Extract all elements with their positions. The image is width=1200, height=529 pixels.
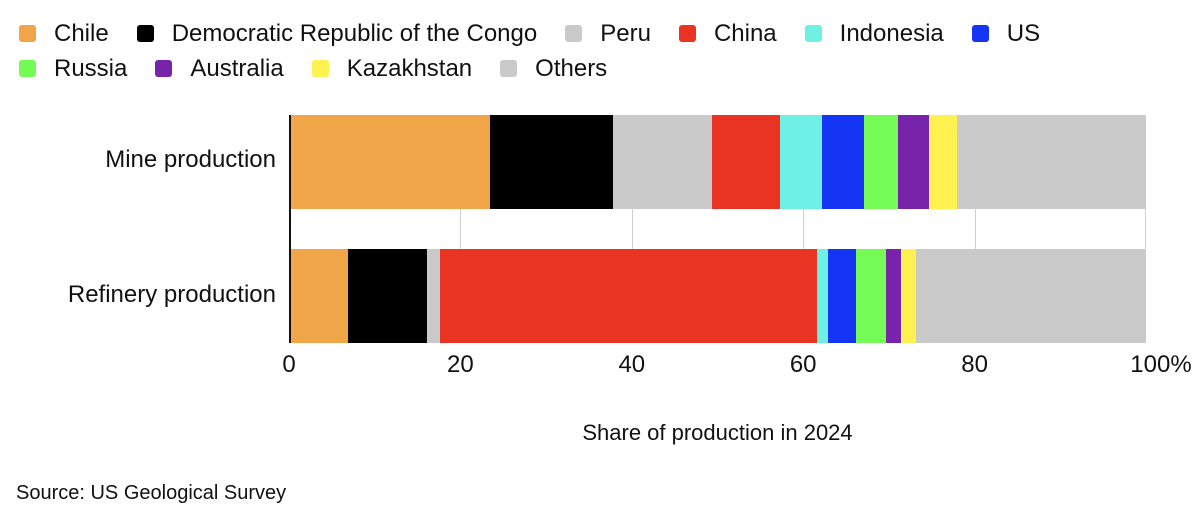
bar-segment	[822, 115, 864, 209]
bar-mine-production	[289, 115, 1146, 209]
legend-label: Russia	[54, 54, 128, 82]
bar-segment	[856, 249, 887, 343]
legend-swatch-icon	[565, 25, 583, 42]
x-tick-label: 100%	[1130, 351, 1192, 378]
x-tick-label: 60	[789, 351, 817, 378]
gridline	[974, 209, 976, 249]
legend-label: Peru	[600, 19, 651, 47]
legend-swatch-icon	[19, 60, 36, 77]
legend-swatch-icon	[155, 60, 173, 77]
bar-refinery-production	[289, 249, 1146, 343]
bar-segment	[612, 115, 713, 209]
legend-swatch-icon	[678, 25, 696, 42]
legend-swatch-icon	[971, 25, 989, 42]
gridline	[631, 209, 633, 249]
legend-label: Australia	[190, 54, 284, 82]
legend-item: Kazakhstan	[311, 54, 473, 83]
bar-segment	[864, 115, 899, 209]
bar-segment	[886, 249, 901, 343]
x-tick-label: 40	[618, 351, 646, 378]
legend-item: China	[678, 19, 777, 48]
x-tick-label: 80	[961, 351, 988, 378]
gridline	[1145, 209, 1146, 249]
legend-swatch-icon	[19, 25, 36, 42]
legend-item: Others	[500, 55, 607, 83]
bar-segment	[489, 115, 613, 209]
legend-item: Australia	[155, 54, 284, 83]
gridline	[803, 209, 805, 249]
legend-label: China	[713, 19, 777, 47]
legend-row: Chile Democratic Republic of the Congo Per…	[19, 16, 1189, 51]
bar-segment	[900, 249, 917, 343]
bar-segment	[780, 115, 823, 209]
bar-segment	[957, 115, 1146, 209]
bar-segment	[929, 115, 958, 209]
y-axis-line	[289, 115, 291, 343]
source-note: Source: US Geological Survey	[16, 482, 287, 504]
bar-segment	[348, 249, 427, 343]
bar-segment	[426, 249, 440, 343]
bar-segment	[816, 249, 829, 343]
x-axis-title: Share of production in 2024	[582, 420, 853, 445]
bar-segment	[712, 115, 781, 209]
legend-label: Indonesia	[839, 19, 944, 47]
legend-item: Russia	[19, 55, 127, 83]
legend-swatch-icon	[500, 60, 518, 77]
bar-segment	[916, 249, 1146, 343]
legend-label: US	[1006, 19, 1041, 47]
legend-label: Kazakhstan	[346, 54, 473, 82]
bar-segment	[289, 249, 349, 343]
category-label-mine-production: Mine production	[105, 146, 276, 173]
bar-segment	[828, 249, 857, 343]
legend-item: Democratic Republic of the Congo	[136, 19, 538, 48]
legend-row: Russia Australia Kazakhstan Others	[19, 51, 1189, 86]
legend-item: Indonesia	[804, 19, 944, 48]
legend-swatch-icon	[136, 25, 154, 42]
legend-label: Democratic Republic of the Congo	[171, 19, 538, 47]
legend-swatch-icon	[311, 60, 329, 77]
legend-label: Chile	[54, 19, 109, 47]
bar-segment	[439, 249, 817, 343]
legend-item: Chile	[19, 20, 109, 48]
legend-item: US	[971, 19, 1041, 48]
legend-item: Peru	[565, 20, 651, 48]
x-tick-label: 0	[282, 351, 296, 378]
gridline	[460, 209, 462, 249]
bar-segment	[898, 115, 930, 209]
bar-segment	[289, 115, 490, 209]
legend-swatch-icon	[804, 25, 822, 42]
category-label-refinery-production: Refinery production	[67, 281, 276, 308]
x-tick-label: 20	[447, 351, 474, 378]
chart-legend: Chile Democratic Republic of the Congo Per…	[19, 16, 1189, 86]
legend-label: Others	[535, 54, 608, 82]
plot-area	[289, 115, 1146, 343]
